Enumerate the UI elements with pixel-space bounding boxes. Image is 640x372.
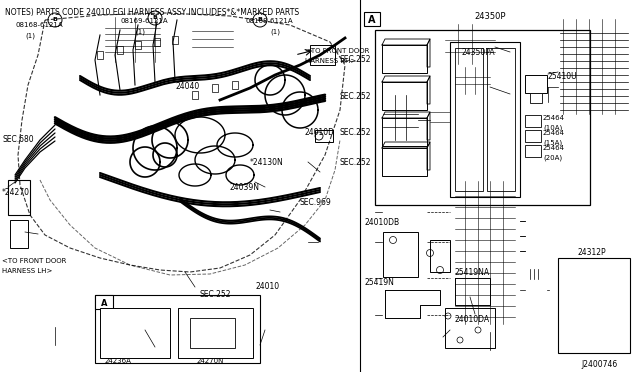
Bar [382,82,427,110]
Text: B: B [152,15,157,20]
Text: 24312P: 24312P [578,248,607,257]
Text: SEC.969: SEC.969 [300,198,332,207]
Text: SEC.252: SEC.252 [340,158,371,167]
Text: 24010D: 24010D [305,128,335,137]
Bar [558,258,630,353]
Text: (1): (1) [270,28,280,35]
Text: (10A): (10A) [543,124,563,131]
Bar [97,51,103,59]
Text: 25464: 25464 [543,130,565,136]
Bar [172,36,178,44]
Text: *24130N: *24130N [250,158,284,167]
Bar [382,118,427,146]
Text: SEC.252: SEC.252 [340,128,371,137]
Text: B: B [257,17,262,22]
Text: (15A): (15A) [543,139,562,145]
Bar [135,41,141,49]
Text: 24350PA: 24350PA [462,48,495,57]
Text: HARNESS LH>: HARNESS LH> [2,268,52,274]
Text: SEC.680: SEC.680 [2,135,34,144]
Bar [192,91,198,99]
Text: (1): (1) [135,28,145,35]
Bar [382,148,427,176]
Bar [525,115,541,127]
Bar [10,220,28,248]
Text: <TO FRONT DOOR: <TO FRONT DOOR [305,48,369,54]
Bar [430,240,450,272]
Bar [364,12,380,26]
Bar [117,46,123,54]
Bar [315,130,333,142]
Bar [310,45,335,65]
Bar [383,232,418,277]
Bar [445,308,495,348]
Bar [375,30,590,205]
Bar [232,81,238,89]
Text: HARNESS RH>: HARNESS RH> [305,58,356,64]
Bar [450,42,520,197]
Text: 24350P: 24350P [474,12,506,21]
Text: 08168-6121A: 08168-6121A [245,18,292,24]
Bar [455,48,483,191]
Text: NOTES) PARTS CODE 24010 EGI HARNESS ASSY INCLUDES*&*MARKED PARTS: NOTES) PARTS CODE 24010 EGI HARNESS ASSY… [5,8,299,17]
Text: SEC.252: SEC.252 [340,92,371,101]
Bar [190,318,235,348]
Text: 25464: 25464 [543,145,565,151]
Text: J2400746: J2400746 [582,360,618,369]
Bar [95,295,113,309]
Bar [8,180,30,215]
Text: 25419NA: 25419NA [455,268,490,277]
Text: 25410U: 25410U [548,72,578,81]
Text: SEC.252: SEC.252 [200,290,232,299]
Text: 24270N: 24270N [196,358,224,364]
Bar [525,130,541,142]
Text: SEC.252: SEC.252 [340,55,371,64]
Text: (1): (1) [25,32,35,38]
Text: 24010DA: 24010DA [455,315,490,324]
Bar [530,93,542,103]
Text: 08169-6121A: 08169-6121A [120,18,168,24]
Bar [212,84,218,92]
Text: B: B [52,17,58,22]
Bar [525,75,547,93]
Text: 24236A: 24236A [104,358,131,364]
Text: <TO FRONT DOOR: <TO FRONT DOOR [2,258,67,264]
Text: 24010: 24010 [255,282,279,291]
Bar [487,48,515,191]
Bar [100,308,170,358]
Bar [382,45,427,73]
Text: *24270: *24270 [2,188,30,197]
Bar [95,295,260,363]
Text: (20A): (20A) [543,154,562,160]
Text: A: A [368,15,376,25]
Bar [525,145,541,157]
Text: 25419N: 25419N [365,278,395,287]
Text: A: A [100,298,108,308]
Bar [178,308,253,358]
Text: 08168-6121A: 08168-6121A [15,22,63,28]
Text: 24040: 24040 [175,82,199,91]
Text: 24010DB: 24010DB [365,218,400,227]
Bar [154,38,160,46]
Text: 24039N: 24039N [230,183,260,192]
Text: 25464: 25464 [543,115,565,121]
